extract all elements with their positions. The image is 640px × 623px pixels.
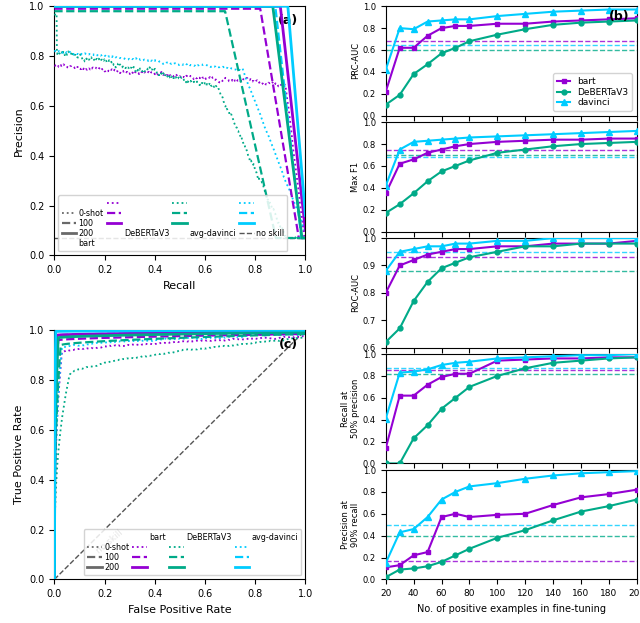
Y-axis label: Precision: Precision — [13, 106, 24, 156]
Y-axis label: True Positive Rate: True Positive Rate — [13, 405, 24, 505]
X-axis label: Recall: Recall — [163, 281, 196, 291]
Legend: , 0-shot, 100, 200, bart, , , , DeBERTaV3, , , , avg-davinci, , , , no skill: , 0-shot, 100, 200, bart, , , , DeBERTaV… — [58, 195, 287, 252]
Legend: , 0-shot, 100, 200, bart, , , , DeBERTaV3, , , , avg-davinci, , , : , 0-shot, 100, 200, bart, , , , DeBERTaV… — [84, 530, 301, 576]
Y-axis label: Recall at
50% precision: Recall at 50% precision — [340, 379, 360, 439]
X-axis label: False Positive Rate: False Positive Rate — [128, 605, 232, 615]
Y-axis label: Max F1: Max F1 — [351, 162, 360, 192]
Y-axis label: PRC-AUC: PRC-AUC — [351, 42, 360, 80]
Text: (c): (c) — [279, 338, 298, 351]
X-axis label: No. of positive examples in fine-tuning: No. of positive examples in fine-tuning — [417, 604, 606, 614]
Legend: bart, DeBERTaV3, davinci: bart, DeBERTaV3, davinci — [553, 74, 632, 111]
Y-axis label: Precision at
90% recall: Precision at 90% recall — [340, 500, 360, 549]
Y-axis label: ROC-AUC: ROC-AUC — [351, 273, 360, 312]
Text: (b): (b) — [609, 9, 629, 22]
Text: no skill: no skill — [95, 528, 125, 556]
Text: (a): (a) — [278, 14, 298, 27]
